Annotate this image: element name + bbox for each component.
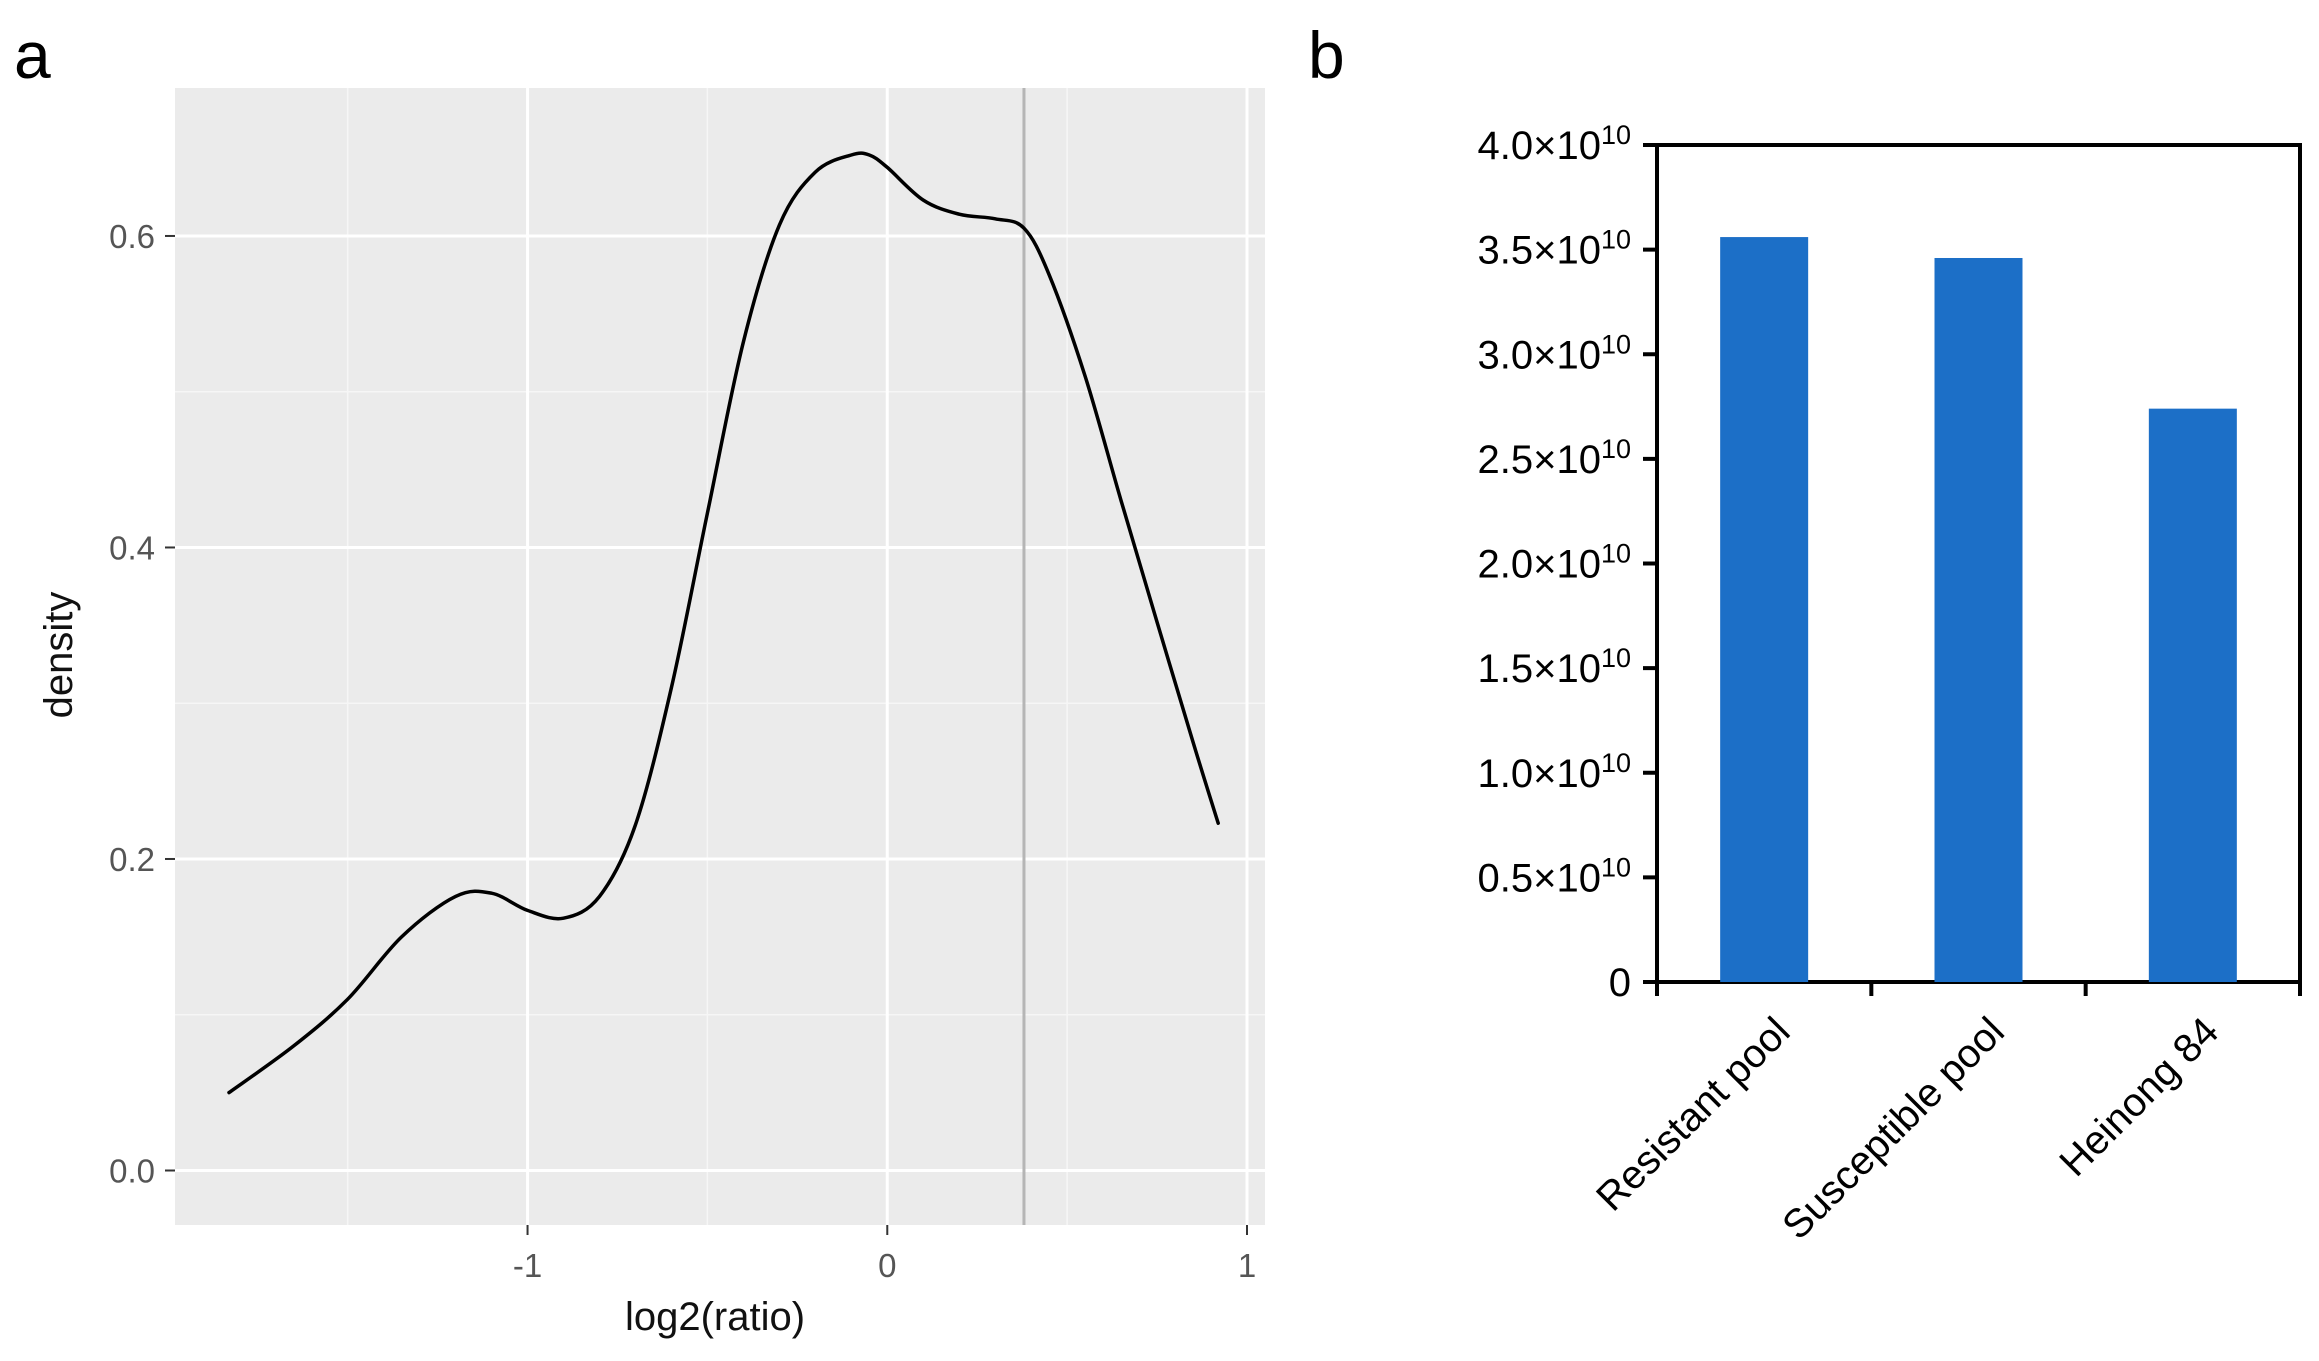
bar-chart-ytick-mantissa-6: 3.0×10 (1477, 333, 1600, 377)
density-chart-ytick-label-2: 0.4 (109, 529, 155, 566)
bar-chart-ytick-mantissa-8: 4.0×10 (1477, 124, 1600, 168)
density-chart-ytick-label-1: 0.2 (109, 841, 155, 878)
bar-chart-ytick-label-7: 3.5×1010 (1477, 225, 1631, 273)
density-chart-xlabel: log2(ratio) (625, 1295, 805, 1339)
bar-chart-ytick-label-5: 2.5×1010 (1477, 434, 1631, 482)
density-chart-xtick-label-2: 1 (1238, 1247, 1256, 1284)
density-chart: -1 0 1 0.0 0.2 0.4 0.6 (109, 88, 1265, 1284)
bar-chart-ytick-mantissa-4: 2.0×10 (1477, 543, 1600, 587)
bar-chart-ytick-exponent-1: 10 (1601, 852, 1631, 882)
bar-chart-ytick-mantissa-5: 2.5×10 (1477, 438, 1600, 482)
density-chart-xtick-label-1: 0 (878, 1247, 896, 1284)
bar-chart-ytick-mantissa-1: 0.5×10 (1477, 856, 1600, 900)
bar-chart-ytick-mantissa-3: 1.5×10 (1477, 647, 1600, 691)
bar-1 (1934, 257, 2023, 982)
bar-chart-ytick-exponent-6: 10 (1601, 329, 1631, 359)
bar-chart-ytick-mantissa-2: 1.0×10 (1477, 752, 1600, 796)
bar-chart-ytick-exponent-8: 10 (1601, 120, 1631, 150)
bar-chart-ytick-label-0: 0 (1609, 961, 1631, 1005)
bar-chart-ytick-label-8: 4.0×1010 (1477, 120, 1631, 168)
bar-chart-ytick-exponent-3: 10 (1601, 643, 1631, 673)
bar-chart-ytick-label-6: 3.0×1010 (1477, 329, 1631, 377)
bar-2 (2148, 408, 2237, 982)
density-chart-panel-background (175, 88, 1265, 1225)
bar-chart-ytick-label-2: 1.0×1010 (1477, 748, 1631, 796)
bar-chart-ytick-exponent-4: 10 (1601, 539, 1631, 569)
bar-chart-ytick-exponent-2: 10 (1601, 748, 1631, 778)
bar-chart-ytick-mantissa-0: 0 (1609, 961, 1631, 1005)
bar-chart-ytick-label-3: 1.5×1010 (1477, 643, 1631, 691)
density-chart-ytick-label-0: 0.0 (109, 1152, 155, 1189)
bar-chart-category-label-2: Heinong 84 (2051, 1009, 2227, 1185)
panel-b-letter: b (1308, 18, 1345, 92)
bar-chart-category-label-1: Susceptible pool (1774, 1009, 2013, 1248)
panel-a-letter: a (14, 18, 51, 92)
bar-chart-ytick-exponent-5: 10 (1601, 434, 1631, 464)
bar-0 (1720, 237, 1809, 982)
bar-chart-ytick-label-4: 2.0×1010 (1477, 539, 1631, 587)
density-chart-ylabel: density (37, 592, 81, 719)
bar-chart-ytick-exponent-7: 10 (1601, 225, 1631, 255)
bar-chart-category-label-0: Resistant pool (1588, 1009, 1798, 1219)
density-chart-xtick-label-0: -1 (513, 1247, 542, 1284)
bar-chart-ytick-mantissa-7: 3.5×10 (1477, 229, 1600, 273)
density-curve (227, 151, 1220, 1095)
density-chart-ytick-label-3: 0.6 (109, 218, 155, 255)
bar-chart-ytick-label-1: 0.5×1010 (1477, 852, 1631, 900)
